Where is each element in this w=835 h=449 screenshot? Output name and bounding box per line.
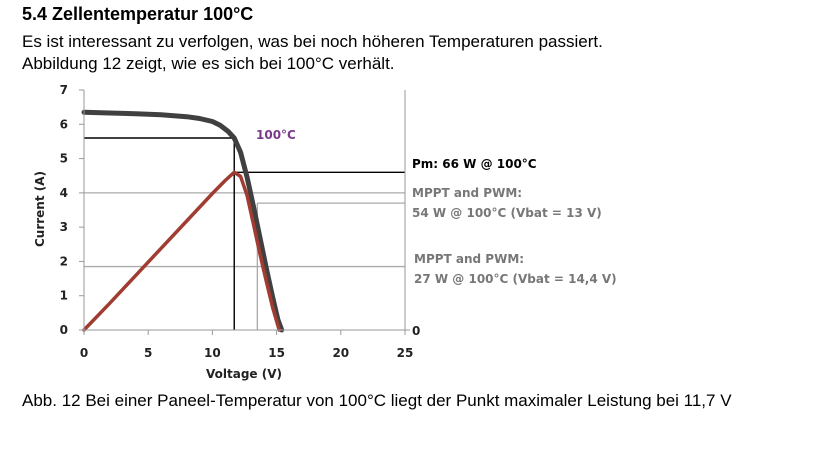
y-axis-label: Current (A) [33, 171, 47, 247]
pm-label: Pm: 66 W @ 100°C [412, 157, 537, 171]
intro-line-1: Es ist interessant zu verfolgen, was bei… [22, 32, 603, 51]
right-axis-tick-label: 0 [412, 324, 420, 338]
x-tick-label: 25 [397, 346, 414, 360]
mppt1-label-line1: MPPT and PWM: [412, 186, 522, 200]
y-tick-label: 4 [60, 186, 68, 200]
x-tick-label: 10 [204, 346, 221, 360]
y-tick-label: 2 [60, 254, 68, 268]
y-tick-label: 5 [60, 152, 68, 166]
mppt2-label-line1: MPPT and PWM: [414, 252, 524, 266]
x-tick-label: 15 [268, 346, 285, 360]
section-heading: 5.4 Zellentemperatur 100°C [22, 4, 254, 24]
x-tick-label: 5 [144, 346, 152, 360]
power_curve [82, 170, 281, 332]
y-tick-label: 6 [60, 117, 68, 131]
mppt1-label-line2: 54 W @ 100°C (Vbat = 13 V) [412, 206, 602, 220]
y-tick-label: 7 [60, 83, 68, 97]
temperature-label: 100°C [256, 128, 296, 142]
y-tick-label: 0 [60, 323, 68, 337]
y-tick-label: 3 [60, 220, 68, 234]
x-tick-label: 20 [332, 346, 349, 360]
figure-caption: Abb. 12 Bei einer Paneel-Temperatur von … [22, 391, 732, 410]
x-axis-label: Voltage (V) [206, 367, 282, 381]
intro-line-2: Abbildung 12 zeigt, wie es sich bei 100°… [22, 54, 395, 73]
x-tick-label: 0 [80, 346, 88, 360]
intro-text: Es ist interessant zu verfolgen, was bei… [22, 31, 603, 75]
y-tick-label: 1 [60, 289, 68, 303]
mppt2-label-line2: 27 W @ 100°C (Vbat = 14,4 V) [414, 272, 617, 286]
iv_curve [81, 109, 285, 333]
